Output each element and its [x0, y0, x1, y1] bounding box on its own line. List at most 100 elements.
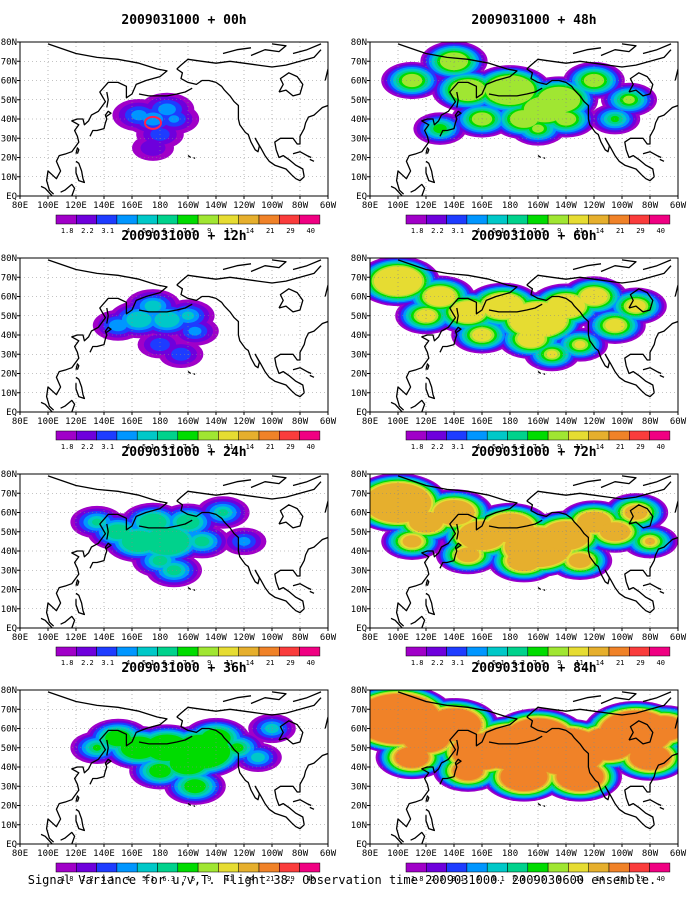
colorbar-swatch: [299, 646, 321, 657]
variance-field: [70, 496, 267, 588]
colorbar-swatch: [446, 430, 468, 441]
colorbar-label: 2.2: [431, 227, 444, 235]
longitude-tick-label: 160W: [527, 849, 549, 859]
latitude-tick-label: 20N: [351, 370, 367, 380]
latitude-tick-label: 80N: [1, 38, 17, 48]
colorbar-swatch: [446, 646, 468, 657]
colorbar-label: 40: [657, 443, 665, 451]
longitude-tick-label: 60W: [320, 849, 337, 859]
longitude-tick-label: 160W: [527, 633, 549, 643]
colorbar-swatch: [136, 214, 158, 225]
variance-contour-fill: [456, 547, 480, 563]
latitude-tick-label: 10N: [351, 605, 367, 615]
colorbar-swatch: [527, 646, 549, 657]
forecast-panel: 2009031000 + 24h 80E 100E 120E 140E 160E 180 16…: [1, 445, 337, 667]
variance-contour-fill: [126, 311, 152, 328]
colorbar-label: 29: [286, 875, 294, 883]
colorbar-swatch: [279, 862, 300, 873]
variance-contour-fill: [150, 338, 170, 352]
panel-title: 2009031000 + 84h: [471, 661, 596, 676]
colorbar-label: 6.3: [512, 443, 525, 451]
colorbar-swatch: [218, 862, 239, 873]
longitude-tick-label: 160W: [177, 633, 199, 643]
coastlines: [40, 43, 328, 196]
coastlines: [390, 691, 678, 844]
colorbar-swatch: [76, 430, 97, 441]
variance-contour-fill: [152, 555, 168, 566]
colorbar-label: 5.1: [142, 659, 155, 667]
latitude-tick-label: 60N: [1, 77, 17, 87]
longitude-tick-label: 140E: [443, 633, 465, 643]
panel-title: 2009031000 + 12h: [121, 229, 246, 244]
colorbar-swatch: [547, 862, 569, 873]
panel-title: 2009031000 + 24h: [121, 445, 246, 460]
colorbar-swatch: [649, 430, 671, 441]
colorbar-label: 40: [307, 875, 315, 883]
latitude-tick-label: 10N: [1, 821, 17, 831]
variance-contour-fill: [168, 115, 180, 123]
colorbar-label: 21: [266, 875, 274, 883]
longitude-tick-label: 120W: [233, 633, 255, 643]
colorbar-swatch: [96, 862, 118, 873]
longitude-tick-label: 140E: [93, 633, 115, 643]
variance-contour-fill: [154, 311, 180, 328]
colorbar-label: 11: [575, 227, 583, 235]
colorbar-swatch: [238, 646, 260, 657]
variance-contour-fill: [644, 537, 656, 545]
latitude-tick-label: EQ: [6, 840, 17, 850]
latitude-tick-label: EQ: [356, 624, 367, 634]
longitude-tick-label: 60W: [670, 633, 687, 643]
colorbar-label: 14: [246, 227, 254, 235]
colorbar-swatch: [258, 862, 280, 873]
variance-contour-fill: [144, 527, 190, 556]
variance-contour-fill: [158, 103, 176, 116]
map-area: [370, 258, 678, 412]
latitude-tick-label: 70N: [351, 273, 367, 283]
latitude-tick-label: 20N: [351, 802, 367, 812]
colorbar-label: 2.2: [81, 875, 94, 883]
colorbar: 1.8 2.2 3.1 4 5.1 6.3 7.5 9 11 14 21 29 40: [405, 430, 671, 451]
latitude-tick-label: 40N: [1, 115, 17, 125]
latitude-tick-label: 60N: [1, 725, 17, 735]
latitude-tick-label: 10N: [351, 173, 367, 183]
colorbar-swatch: [629, 646, 650, 657]
variance-contour-fill: [144, 300, 162, 312]
longitude-tick-label: 160E: [471, 633, 493, 643]
longitude-tick-label: 180: [152, 417, 168, 427]
map-area: [370, 474, 678, 628]
latitude-tick-label: 40N: [1, 331, 17, 341]
colorbar-label: 29: [636, 227, 644, 235]
colorbar-swatch: [177, 214, 199, 225]
colorbar-swatch: [608, 430, 630, 441]
colorbar: 1.8 2.2 3.1 4 5.1 6.3 7.5 9 11 14 21 29 40: [55, 430, 321, 451]
latitude-tick-label: EQ: [356, 408, 367, 418]
map-area: [20, 42, 328, 196]
variance-contour-fill: [453, 761, 483, 781]
latitude-tick-label: 70N: [351, 705, 367, 715]
latitude-tick-label: 60N: [351, 509, 367, 519]
longitude-tick-label: 140E: [93, 201, 115, 211]
colorbar-label: 40: [307, 443, 315, 451]
lat-lon-grid: [370, 258, 678, 412]
latitude-tick-label: EQ: [6, 624, 17, 634]
longitude-tick-label: 120W: [583, 633, 605, 643]
longitude-tick-label: 160W: [177, 417, 199, 427]
latitude-tick-label: 50N: [351, 96, 367, 106]
colorbar-swatch: [588, 862, 610, 873]
latitude-tick-label: 40N: [351, 115, 367, 125]
colorbar-swatch: [466, 646, 488, 657]
map-area: [20, 258, 328, 412]
observation-marker: [144, 115, 162, 130]
colorbar: 1.8 2.2 3.1 4 5.1 6.3 7.5 9 11 14 21 29 40: [405, 862, 671, 883]
latitude-tick-label: 50N: [351, 744, 367, 754]
variance-contour-fill: [120, 736, 158, 760]
colorbar-swatch: [197, 862, 219, 873]
colorbar-swatch: [157, 430, 179, 441]
panel-title: 2009031000 + 60h: [471, 229, 596, 244]
colorbar-label: 5.1: [492, 659, 505, 667]
colorbar-swatch: [446, 862, 468, 873]
colorbar-label: 11: [225, 443, 233, 451]
colorbar-swatch: [629, 430, 650, 441]
colorbar: 1.8 2.2 3.1 4 5.1 6.3 7.5 9 11 14 21 29 40: [405, 646, 671, 667]
latitude-tick-label: 30N: [351, 350, 367, 360]
